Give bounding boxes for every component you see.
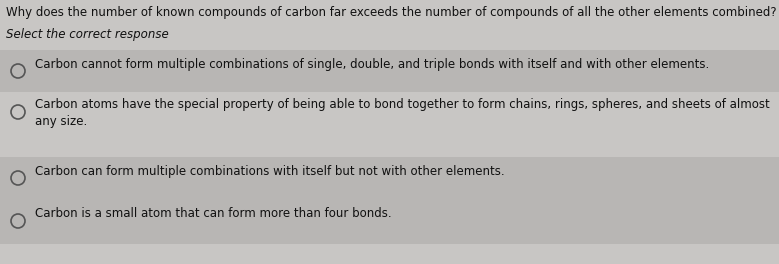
Text: Carbon atoms have the special property of being able to bond together to form ch: Carbon atoms have the special property o… (35, 98, 770, 128)
Bar (0, 199, 779, 244)
Text: Carbon can form multiple combinations with itself but not with other elements.: Carbon can form multiple combinations wi… (35, 165, 505, 178)
Text: Carbon is a small atom that can form more than four bonds.: Carbon is a small atom that can form mor… (35, 207, 392, 220)
Bar (0, 157, 779, 199)
Text: Carbon cannot form multiple combinations of single, double, and triple bonds wit: Carbon cannot form multiple combinations… (35, 58, 709, 71)
Text: Why does the number of known compounds of carbon far exceeds the number of compo: Why does the number of known compounds o… (6, 6, 777, 19)
Text: Select the correct response: Select the correct response (6, 28, 169, 41)
Bar (0, 50, 779, 92)
Bar (0, 92, 779, 157)
